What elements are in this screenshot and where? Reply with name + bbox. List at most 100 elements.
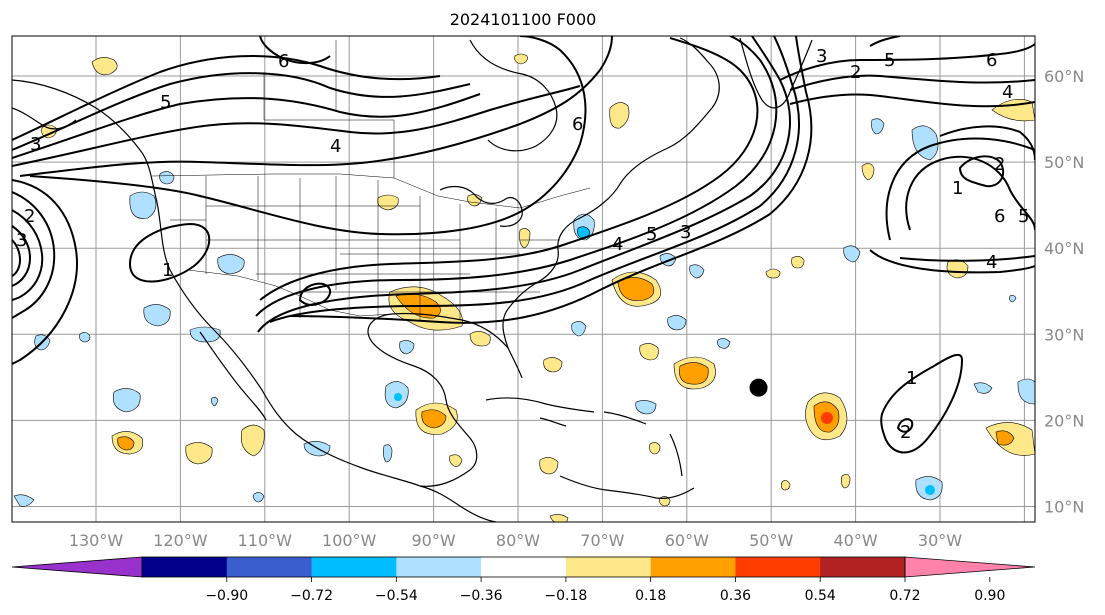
- shade-patch: [717, 338, 731, 349]
- shade-patch: [421, 409, 447, 429]
- colorbar-tick-label: −0.54: [375, 588, 418, 604]
- contour-labels: 6 5 4 3 2 1 6 5 4 3 6 5 4 3 2 1 6 5 4 3 …: [16, 46, 1029, 443]
- shade-patch: [609, 102, 630, 129]
- contour-label: 6: [986, 50, 997, 71]
- shade-patch: [394, 393, 402, 401]
- shade-patch: [539, 457, 559, 475]
- contour-line: [128, 222, 211, 283]
- longitude-tick-labels: 130°W 120°W 110°W 100°W 90°W 80°W 70°W 60°W 50°W…: [69, 531, 962, 550]
- contour-line: [259, 36, 331, 64]
- colorbar-swatch: [396, 557, 482, 577]
- shade-patch: [649, 442, 661, 455]
- shade-patch: [549, 514, 569, 522]
- shade-patch: [159, 171, 175, 185]
- shade-patch: [689, 264, 705, 279]
- coastline-great-lakes: [439, 185, 523, 227]
- shade-patch: [449, 454, 463, 467]
- shade-patch: [765, 268, 781, 279]
- contour-line: [19, 36, 613, 177]
- contour-label: 3: [30, 134, 41, 155]
- colorbar-swatch: [650, 557, 736, 577]
- contour-line: [880, 353, 964, 454]
- latitude-tick-label: 20°N: [1044, 411, 1084, 430]
- longitude-tick-label: 80°W: [496, 531, 540, 550]
- contour-label: 3: [816, 46, 827, 67]
- shade-patch: [217, 254, 245, 275]
- shade-patch: [253, 492, 265, 503]
- contour-label: 6: [572, 114, 583, 135]
- contour-line: [12, 179, 78, 365]
- coastline-gulf: [367, 312, 523, 487]
- shade-patch: [79, 332, 91, 343]
- latitude-tick-label: 40°N: [1044, 239, 1084, 258]
- contour-label: 1: [906, 368, 917, 389]
- coastline-florida-atlantic: [502, 37, 720, 349]
- shade-patch: [843, 245, 861, 263]
- shade-patch: [679, 362, 709, 385]
- contour-label: 4: [330, 136, 341, 157]
- shade-patch: [383, 444, 393, 463]
- coastline-pacific-na: [12, 79, 421, 487]
- contour-line: [12, 93, 481, 159]
- colorbar-extend-high: [904, 556, 1036, 578]
- contour-line: [789, 93, 1035, 108]
- shade-patch: [821, 412, 833, 424]
- shade-patch: [973, 382, 993, 394]
- shade-patch: [925, 485, 935, 495]
- map-background: [12, 36, 1035, 522]
- shade-patch: [514, 53, 528, 65]
- colorbar-swatch: [481, 557, 567, 577]
- contour-line: [12, 225, 32, 287]
- contour-label: 4: [612, 234, 623, 255]
- contour-line: [259, 37, 759, 301]
- contour-label: 2: [900, 422, 911, 443]
- colorbar-swatch: [311, 557, 397, 577]
- contour-line: [789, 74, 1035, 91]
- colorbar-tick-label: −0.72: [290, 588, 333, 604]
- shade-patch: [1009, 295, 1017, 303]
- shade-patch: [91, 57, 118, 76]
- latitude-tick-label: 10°N: [1044, 498, 1084, 517]
- colorbar-tick-label: −0.18: [544, 588, 587, 604]
- shade-patch: [13, 494, 35, 507]
- contour-label: 5: [646, 224, 657, 245]
- contour-label: 6: [278, 51, 289, 72]
- contour-line: [12, 85, 581, 167]
- shade-patch: [781, 480, 791, 491]
- shade-patch: [639, 343, 659, 361]
- shade-patch: [991, 99, 1035, 122]
- colorbar-tick-label: 0.54: [805, 588, 836, 604]
- shade-patch: [571, 321, 587, 337]
- colorbar-swatch: [820, 557, 906, 577]
- anomaly-shading: [13, 53, 1035, 522]
- contour-line: [896, 418, 914, 433]
- contour-label: 5: [884, 50, 895, 71]
- contour-label: 4: [986, 252, 997, 273]
- contour-line: [779, 43, 1035, 81]
- shade-patch: [117, 436, 135, 451]
- contour-line: [958, 155, 1005, 188]
- shade-patch: [211, 397, 219, 407]
- latitude-tick-label: 50°N: [1044, 153, 1084, 172]
- shade-patch: [1017, 378, 1035, 405]
- contour-label: 5: [1018, 206, 1029, 227]
- colorbar-tick-label: 0.18: [635, 588, 666, 604]
- longitude-tick-label: 120°W: [153, 531, 208, 550]
- contour-line: [12, 191, 56, 319]
- shade-patch: [189, 326, 221, 343]
- shade-patch: [112, 388, 141, 413]
- shade-patch: [185, 442, 213, 465]
- contour-line: [257, 36, 791, 333]
- coastline-caribbean: [485, 397, 683, 477]
- contour-label: 5: [160, 92, 171, 113]
- shade-patch: [791, 256, 805, 269]
- map-frame: [11, 35, 1036, 523]
- longitude-tick-label: 70°W: [580, 531, 624, 550]
- shade-patch: [995, 430, 1015, 446]
- longitude-tick-label: 100°W: [322, 531, 377, 550]
- longitude-tick-label: 130°W: [69, 531, 124, 550]
- longitude-tick-label: 40°W: [834, 531, 878, 550]
- contour-line: [12, 72, 471, 151]
- colorbar-swatch: [226, 557, 313, 577]
